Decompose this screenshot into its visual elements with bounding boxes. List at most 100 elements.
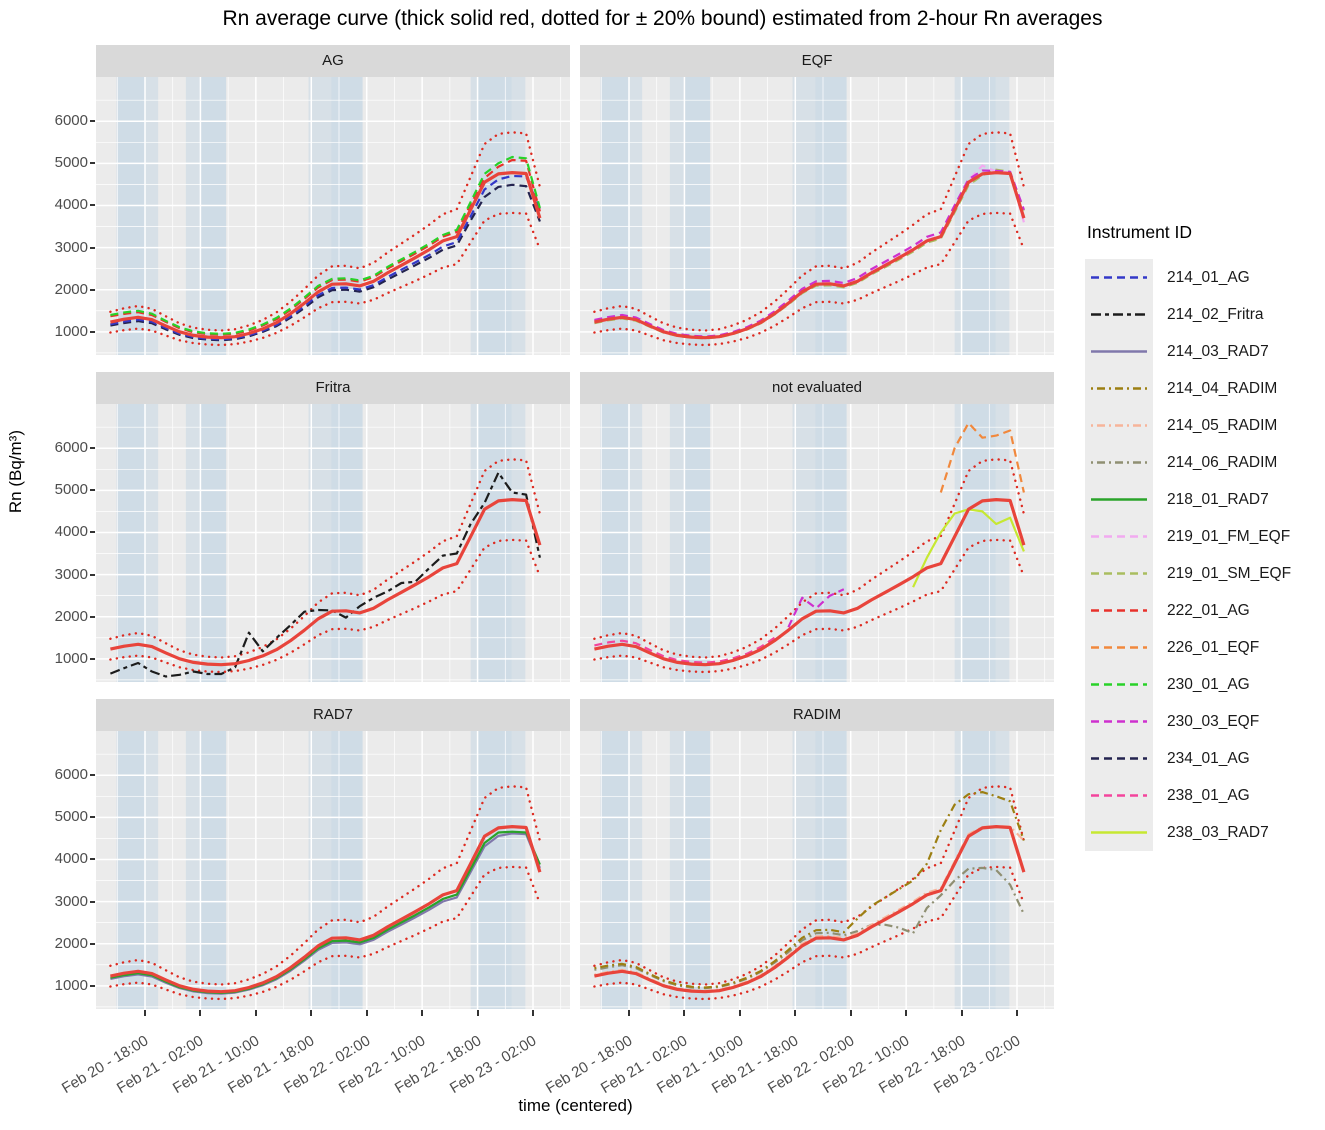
series-226_01_EQF: [939, 421, 1025, 493]
x-tick-mark: [199, 1010, 202, 1016]
x-tick-label: Feb 21 - 10:00: [169, 1032, 263, 1098]
legend-item-234_01_AG: 234_01_AG: [1085, 740, 1323, 777]
facet-strip-RADIM: RADIM: [580, 699, 1054, 731]
chart-title: Rn average curve (thick solid red, dotte…: [222, 7, 1103, 30]
y-tick-label: 4000: [54, 850, 88, 868]
series-average: [594, 497, 1026, 667]
facet-strip-AG: AG: [96, 45, 570, 77]
series-average: [594, 170, 1026, 340]
legend-label: 230_01_AG: [1167, 675, 1250, 693]
legend-label: 226_01_EQF: [1167, 638, 1260, 656]
y-tick-mark: [90, 615, 95, 618]
facet-panel-EQF: [580, 77, 1054, 355]
y-tick-mark: [90, 858, 95, 861]
y-tick-label: 2000: [54, 934, 88, 952]
y-tick-mark: [90, 162, 95, 165]
x-tick-mark: [960, 1010, 963, 1016]
legend-item-214_04_RADIM: 214_04_RADIM: [1085, 370, 1323, 407]
legend-label: 214_06_RADIM: [1167, 453, 1278, 471]
legend-item-230_01_AG: 230_01_AG: [1085, 666, 1323, 703]
legend-item-219_01_FM_EQF: 219_01_FM_EQF: [1085, 518, 1323, 555]
legend-label: 222_01_AG: [1167, 601, 1250, 619]
x-tick-mark: [476, 1010, 479, 1016]
x-tick-label: Feb 21 - 10:00: [653, 1032, 747, 1098]
y-tick-mark: [90, 531, 95, 534]
x-tick-mark: [310, 1010, 313, 1016]
facet-strip-label: Fritra: [315, 379, 351, 396]
y-tick-label: 2000: [54, 280, 88, 298]
x-tick-mark: [905, 1010, 908, 1016]
legend-key-line-214_03_RAD7: [1085, 333, 1153, 370]
x-tick-mark: [683, 1010, 686, 1016]
y-tick-mark: [90, 984, 95, 987]
legend-title: Instrument ID: [1087, 222, 1193, 242]
facet-strip-label: RAD7: [312, 706, 353, 723]
legend-key-line-234_01_AG: [1085, 740, 1153, 777]
x-tick-mark: [532, 1010, 534, 1016]
legend-item-230_03_EQF: 230_03_EQF: [1085, 703, 1323, 740]
legend-key-line-219_01_FM_EQF: [1085, 518, 1153, 555]
y-tick-label: 4000: [54, 523, 88, 541]
x-tick-mark: [1016, 1010, 1018, 1016]
y-tick-label: 5000: [54, 808, 88, 826]
facet-strip-not-evaluated: not evaluated: [580, 372, 1054, 404]
legend-item-219_01_SM_EQF: 219_01_SM_EQF: [1085, 555, 1323, 592]
x-axis-title: time (centered): [518, 1096, 633, 1115]
x-tick-label: Feb 22 - 10:00: [820, 1032, 913, 1098]
legend-label: 238_01_AG: [1167, 786, 1250, 804]
legend-label: 219_01_FM_EQF: [1167, 527, 1291, 545]
legend-item-222_01_AG: 222_01_AG: [1085, 592, 1323, 629]
y-tick-label: 6000: [54, 766, 88, 784]
y-tick-mark: [90, 657, 95, 660]
y-tick-mark: [90, 204, 95, 207]
x-tick-label: Feb 20 - 18:00: [542, 1032, 636, 1098]
legend: Instrument ID 214_01_AG 214_02_Fritra 214_…: [1085, 222, 1323, 851]
legend-label: 234_01_AG: [1167, 749, 1250, 767]
legend-item-238_01_AG: 238_01_AG: [1085, 777, 1323, 814]
legend-label: 219_01_SM_EQF: [1167, 564, 1292, 582]
legend-item-214_01_AG: 214_01_AG: [1085, 259, 1323, 296]
y-tick-label: 3000: [54, 892, 88, 910]
legend-label: 238_03_RAD7: [1167, 823, 1269, 841]
x-tick-label: Feb 21 - 02:00: [114, 1032, 207, 1098]
legend-label: 230_03_EQF: [1167, 712, 1260, 730]
series-230_01_AG: [110, 155, 541, 335]
x-tick-mark: [421, 1010, 424, 1016]
y-tick-mark: [90, 246, 95, 249]
legend-label: 214_04_RADIM: [1167, 379, 1278, 397]
y-tick-label: 1000: [54, 976, 88, 994]
facet-panel-RAD7: [96, 731, 570, 1009]
x-tick-label: Feb 22 - 02:00: [280, 1032, 374, 1098]
y-tick-mark: [90, 573, 95, 576]
y-tick-label: 5000: [54, 481, 88, 499]
legend-label: 214_05_RADIM: [1167, 416, 1278, 434]
series-average: [594, 824, 1026, 994]
legend-item-214_05_RADIM: 214_05_RADIM: [1085, 407, 1323, 444]
x-tick-mark: [365, 1010, 368, 1016]
x-tick-label: Feb 22 - 10:00: [336, 1032, 429, 1098]
y-tick-mark: [90, 489, 95, 492]
facet-panel-RADIM: [580, 731, 1054, 1009]
y-tick-mark: [90, 120, 95, 123]
y-tick-mark: [90, 816, 95, 819]
series-214_06_RADIM: [594, 866, 1025, 990]
y-tick-label: 1000: [54, 322, 88, 340]
x-tick-label: Feb 23 - 02:00: [446, 1032, 540, 1098]
y-tick-mark: [90, 330, 95, 333]
x-tick-label: Feb 23 - 02:00: [930, 1032, 1024, 1098]
legend-key-line-214_02_Fritra: [1085, 296, 1153, 333]
x-tick-mark: [849, 1010, 852, 1016]
x-tick-label: Feb 21 - 02:00: [598, 1032, 691, 1098]
legend-label: 214_01_AG: [1167, 268, 1250, 286]
x-tick-mark: [144, 1010, 146, 1016]
facet-strip-label: RADIM: [792, 706, 842, 723]
x-tick-mark: [254, 1010, 257, 1016]
x-tick-label: Feb 21 - 18:00: [225, 1032, 318, 1098]
facet-strip-label: EQF: [801, 52, 833, 69]
y-tick-label: 6000: [54, 112, 88, 130]
y-tick-label: 3000: [54, 238, 88, 256]
legend-item-226_01_EQF: 226_01_EQF: [1085, 629, 1323, 666]
legend-key-line-218_01_RAD7: [1085, 481, 1153, 518]
series-234_01_AG: [110, 183, 541, 342]
facet-panel-Fritra: [96, 404, 570, 682]
